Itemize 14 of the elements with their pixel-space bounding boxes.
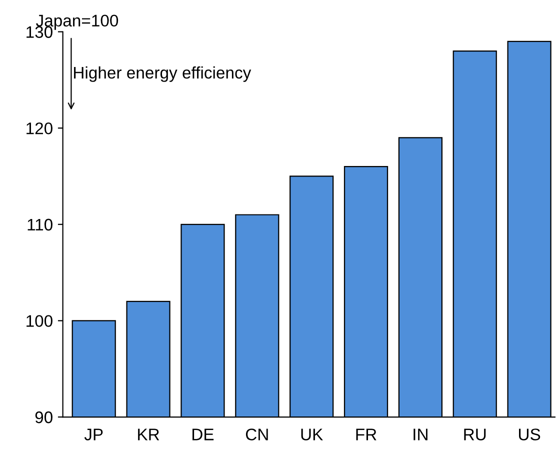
- x-tick-label: JP: [84, 428, 103, 440]
- y-tick-label: 100: [26, 315, 52, 327]
- y-tick-label: 120: [26, 122, 52, 134]
- x-tick-label: RU: [464, 428, 486, 440]
- y-tick-label: 110: [28, 218, 52, 231]
- annotation: Higher energy efficiency: [74, 66, 252, 82]
- x-tick-label: FR: [356, 428, 376, 440]
- x-tick-label: CN: [246, 428, 268, 440]
- x-tick-label: KR: [138, 428, 160, 440]
- y-tick-label: 90: [35, 411, 52, 424]
- x-tick-label: IN: [414, 428, 428, 440]
- x-tick-label: UK: [301, 428, 323, 440]
- x-tick-label: US: [519, 428, 540, 440]
- x-tick-label: DE: [192, 428, 214, 440]
